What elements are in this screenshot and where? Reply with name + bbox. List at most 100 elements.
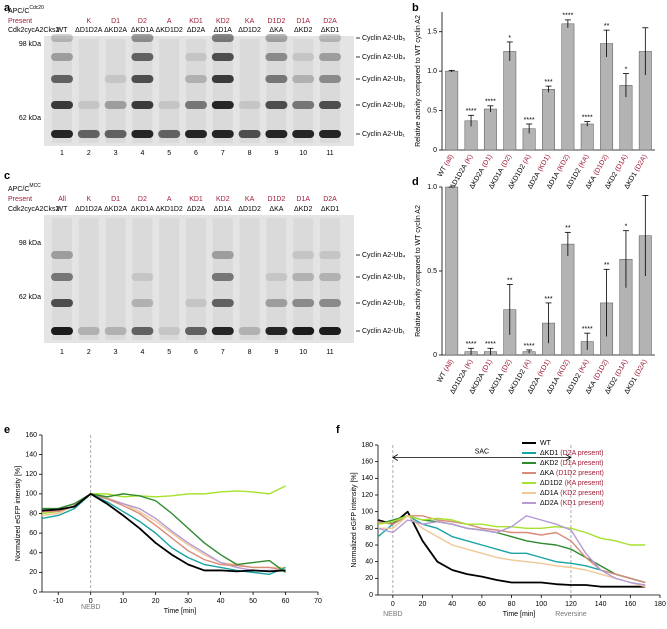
present: (KA) bbox=[577, 358, 590, 374]
series-line bbox=[377, 515, 646, 586]
band bbox=[319, 299, 341, 307]
error-bar bbox=[468, 114, 475, 127]
band bbox=[51, 34, 73, 42]
band bbox=[131, 53, 154, 61]
error-bar bbox=[642, 27, 649, 76]
band bbox=[77, 101, 100, 109]
band bbox=[158, 130, 181, 138]
enzyme-label: APC/CCdc20 bbox=[8, 5, 44, 15]
y-tick-label: 120 bbox=[361, 492, 373, 499]
lane-number: 3 bbox=[114, 349, 118, 356]
present: (D2) bbox=[500, 153, 513, 168]
significance: * bbox=[625, 224, 628, 231]
present: (D2A) bbox=[633, 153, 648, 172]
present: (D1A) bbox=[614, 358, 629, 377]
legend-name: ΔD1A bbox=[540, 490, 559, 497]
x-tick-label: -10 bbox=[53, 598, 63, 605]
y-tick-label: 160 bbox=[25, 432, 37, 439]
error-bar bbox=[642, 194, 649, 277]
lane-smear bbox=[266, 218, 287, 340]
band bbox=[185, 101, 207, 109]
y-tick-label: 80 bbox=[365, 525, 373, 532]
lane-number: 8 bbox=[248, 349, 252, 356]
construct-tag: ΔKD1A bbox=[131, 27, 154, 34]
y-tick-label: 140 bbox=[25, 451, 37, 458]
present-tag: KD1 bbox=[189, 196, 203, 203]
x-tick-label: WT(all) bbox=[437, 153, 455, 178]
legend-name: ΔKD2 bbox=[540, 460, 558, 467]
lane-number: 11 bbox=[326, 349, 333, 356]
error-bar bbox=[468, 347, 475, 355]
present-tag: KD2 bbox=[216, 196, 230, 203]
enzyme-label: APC/CMCC bbox=[8, 183, 41, 193]
sac-label: SAC bbox=[475, 448, 489, 455]
band bbox=[51, 53, 73, 61]
panel-label: d bbox=[412, 176, 419, 188]
band bbox=[265, 130, 288, 138]
legend-entry: ΔD2A (KD1 present) bbox=[540, 500, 604, 507]
band bbox=[51, 273, 73, 281]
gel bbox=[44, 215, 354, 343]
band bbox=[211, 75, 234, 83]
band-label: Cyclin A2-Ub₂ bbox=[362, 300, 405, 307]
x-tick-label: 30 bbox=[184, 598, 192, 605]
construct: ΔKD2 bbox=[604, 171, 619, 190]
band bbox=[319, 101, 341, 109]
present-tag: D2 bbox=[138, 18, 147, 25]
legend-present: (D1A present) bbox=[560, 460, 603, 467]
arrow-head bbox=[392, 454, 572, 461]
significance: ** bbox=[565, 225, 571, 232]
construct: ΔD1D2A bbox=[449, 368, 469, 395]
band-label: Cyclin A2-Ub₄ bbox=[362, 252, 405, 259]
x-tick-label: 40 bbox=[217, 598, 225, 605]
error-bar bbox=[487, 347, 494, 355]
band bbox=[319, 251, 341, 259]
band bbox=[292, 101, 315, 109]
band bbox=[131, 327, 154, 335]
construct: ΔKD1D2 bbox=[507, 163, 527, 190]
significance: *** bbox=[544, 79, 552, 86]
legend-present: (D2A present) bbox=[560, 450, 603, 457]
lane-smear bbox=[132, 39, 153, 143]
construct: ΔKD2A bbox=[468, 372, 486, 396]
x-tick-label: 0 bbox=[89, 598, 93, 605]
present: (KD2) bbox=[556, 153, 571, 172]
series-line bbox=[41, 492, 286, 573]
present: (A) bbox=[522, 153, 533, 165]
error-bar bbox=[603, 268, 610, 337]
y-tick-label: 1.5 bbox=[427, 29, 437, 36]
legend-entry: ΔKA (D1D2 present) bbox=[540, 470, 604, 477]
construct: ΔD1D2A bbox=[449, 163, 469, 190]
present-tag: D1 bbox=[111, 18, 120, 25]
significance: ** bbox=[604, 262, 610, 269]
bar bbox=[445, 70, 459, 151]
lane-number: 6 bbox=[194, 349, 198, 356]
band bbox=[265, 101, 288, 109]
x-tick-label: WT(All) bbox=[436, 358, 455, 383]
present: (D1A) bbox=[614, 153, 629, 172]
present-tag: A bbox=[167, 18, 172, 25]
y-tick-label: 1.0 bbox=[427, 184, 437, 191]
construct-tag: ΔKD1 bbox=[321, 27, 339, 34]
y-axis-label: Relative activity compared to WT cyclin … bbox=[415, 205, 422, 337]
y-tick-label: 120 bbox=[25, 471, 37, 478]
construct-tag: ΔKD2A bbox=[104, 206, 127, 213]
construct: ΔKA bbox=[585, 174, 598, 190]
construct-tag: ΔD1D2 bbox=[238, 206, 261, 213]
band-label: Cyclin A2-Ub₃ bbox=[362, 274, 405, 281]
y-tick-label: 0 bbox=[433, 352, 437, 359]
band bbox=[104, 101, 127, 109]
series-line bbox=[378, 515, 646, 588]
significance: *** bbox=[544, 296, 552, 303]
bar bbox=[483, 108, 497, 151]
band bbox=[292, 327, 315, 335]
present-tag: D1A bbox=[296, 196, 310, 203]
construct: ΔD1D2 bbox=[565, 372, 582, 395]
present-tag: D1A bbox=[296, 18, 310, 25]
error-bar bbox=[506, 41, 513, 61]
lane-number: 9 bbox=[274, 150, 278, 157]
lane-number: 6 bbox=[194, 150, 198, 157]
significance: **** bbox=[582, 114, 593, 121]
construct: ΔKA bbox=[585, 379, 598, 395]
significance: **** bbox=[562, 13, 573, 20]
